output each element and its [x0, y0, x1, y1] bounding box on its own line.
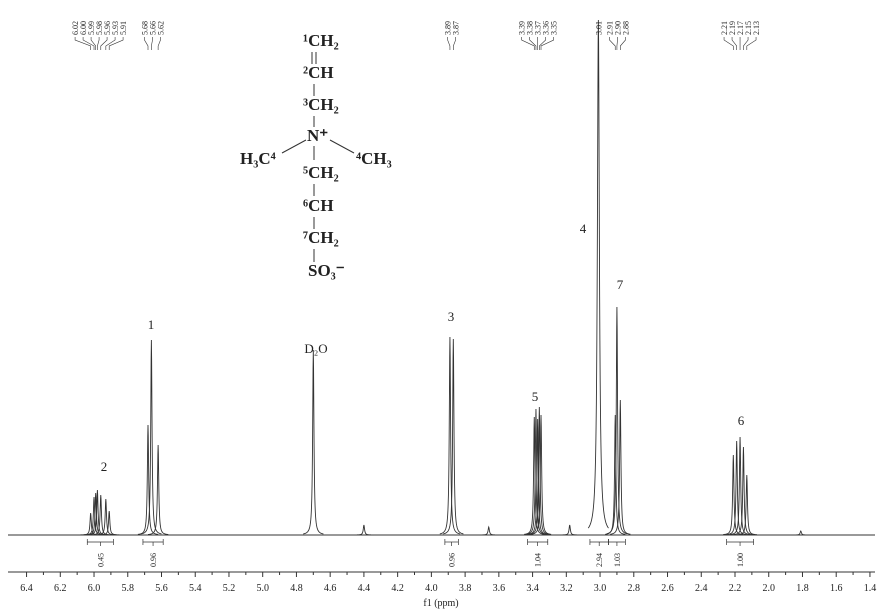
x-tick-label: 4.6 [324, 583, 337, 594]
x-tick-label: 1.8 [796, 583, 809, 594]
x-tick-label: 1.6 [830, 583, 843, 594]
peak-connector [151, 37, 152, 50]
x-tick-label: 5.6 [155, 583, 168, 594]
peak-connector [97, 37, 99, 50]
x-tick-label: 2.4 [695, 583, 708, 594]
x-axis-title: f1 (ppm) [423, 598, 458, 609]
x-tick-label: 6.4 [20, 583, 33, 594]
peak-connector [743, 37, 748, 50]
x-tick-label: 3.0 [594, 583, 607, 594]
peak-annotation: 6 [738, 413, 745, 428]
peak-connector [620, 37, 625, 50]
atom: ⁴CH₃ [356, 149, 392, 168]
bond [282, 140, 306, 153]
x-tick-label: 5.4 [189, 583, 202, 594]
x-tick-label: 2.2 [729, 583, 742, 594]
x-tick-label: 3.8 [459, 583, 472, 594]
peak-label: 3.35 [550, 21, 559, 35]
peak-annotation: 3 [448, 309, 455, 324]
peak-annotation: 5 [532, 389, 539, 404]
atom: ⁵CH₂ [303, 163, 339, 182]
x-tick-label: 4.8 [290, 583, 303, 594]
peak [138, 425, 158, 534]
peak-connector [158, 37, 160, 50]
peak [588, 20, 608, 528]
atom: ²CH [303, 63, 334, 82]
atom: H₃C⁴ [240, 149, 276, 168]
peak-label: 2.88 [621, 21, 630, 35]
integral-label: 1.00 [736, 553, 745, 567]
atom: ⁷CH₂ [303, 228, 339, 247]
atom: ³CH₂ [303, 95, 339, 114]
peak-label: 3.87 [452, 21, 461, 35]
peak-connector [101, 37, 107, 50]
x-tick-label: 4.4 [358, 583, 371, 594]
peak-annotation: 1 [148, 317, 155, 332]
x-tick-label: 2.0 [762, 583, 775, 594]
x-tick-label: 2.6 [661, 583, 674, 594]
peak-label: 2.13 [752, 21, 761, 35]
bond [330, 140, 354, 153]
x-tick-label: 2.8 [628, 583, 641, 594]
x-tick-label: 6.2 [54, 583, 67, 594]
peak-annotation: 2 [101, 459, 108, 474]
chart: ¹CH₂ ²CH ³CH₂ N⁺ H₃C⁴ ⁴CH₃ ⁵CH₂ ⁶CH ⁷CH₂… [0, 0, 883, 613]
peak [440, 337, 460, 534]
integral-label: 1.03 [613, 553, 622, 567]
peak-label: 3.01 [594, 21, 603, 35]
structure: ¹CH₂ ²CH ³CH₂ N⁺ H₃C⁴ ⁴CH₃ ⁵CH₂ ⁶CH ⁷CH₂… [240, 31, 392, 280]
integral-label: 0.45 [96, 553, 105, 567]
page: {"chart_data": { "type": "spectrum", "x_… [0, 0, 883, 613]
peak [443, 339, 463, 534]
peak [148, 445, 168, 535]
peak-connector [91, 37, 96, 50]
peak-connector [539, 37, 545, 50]
peak-connector [522, 37, 535, 50]
peak-connector [453, 37, 455, 50]
peak-annotation: D₂O [304, 341, 327, 356]
integral-label: 2.94 [595, 553, 604, 567]
x-tick-label: 3.4 [526, 583, 539, 594]
peak-connector [541, 37, 554, 50]
atom: ⁶CH [303, 196, 334, 215]
peak [479, 527, 499, 535]
x-tick-label: 5.0 [256, 583, 269, 594]
peak-connector [609, 37, 615, 50]
atom: ¹CH₂ [303, 31, 339, 50]
peak [81, 513, 101, 535]
peak-connector [617, 37, 618, 50]
peak [560, 525, 580, 535]
peak-connector [530, 37, 536, 50]
x-tick-label: 3.2 [560, 583, 573, 594]
integral-label: 0.96 [448, 553, 457, 567]
x-tick-label: 3.6 [493, 583, 506, 594]
peak [607, 307, 627, 534]
x-tick-label: 4.0 [425, 583, 438, 594]
peak [354, 525, 374, 535]
peak-label: 5.62 [157, 21, 166, 35]
peak [303, 350, 323, 534]
peak [141, 340, 161, 534]
integral-label: 0.96 [149, 553, 158, 567]
x-tick-label: 6.0 [88, 583, 101, 594]
atom: SO₃⁻ [308, 261, 345, 280]
peak-label: 5.91 [119, 21, 128, 35]
atom: N⁺ [307, 126, 328, 145]
peak [791, 531, 811, 535]
peak-annotation: 4 [580, 221, 587, 236]
peak-connector [145, 37, 149, 50]
integral-label: 1.04 [534, 553, 543, 567]
peak-connector [448, 37, 450, 50]
peak-connector [109, 37, 123, 50]
peak-annotation: 7 [617, 277, 624, 292]
peak-connector [732, 37, 737, 50]
x-tick-label: 5.2 [223, 583, 236, 594]
x-tick-label: 4.2 [391, 583, 404, 594]
x-tick-label: 1.4 [864, 583, 877, 594]
x-tick-label: 5.8 [122, 583, 135, 594]
